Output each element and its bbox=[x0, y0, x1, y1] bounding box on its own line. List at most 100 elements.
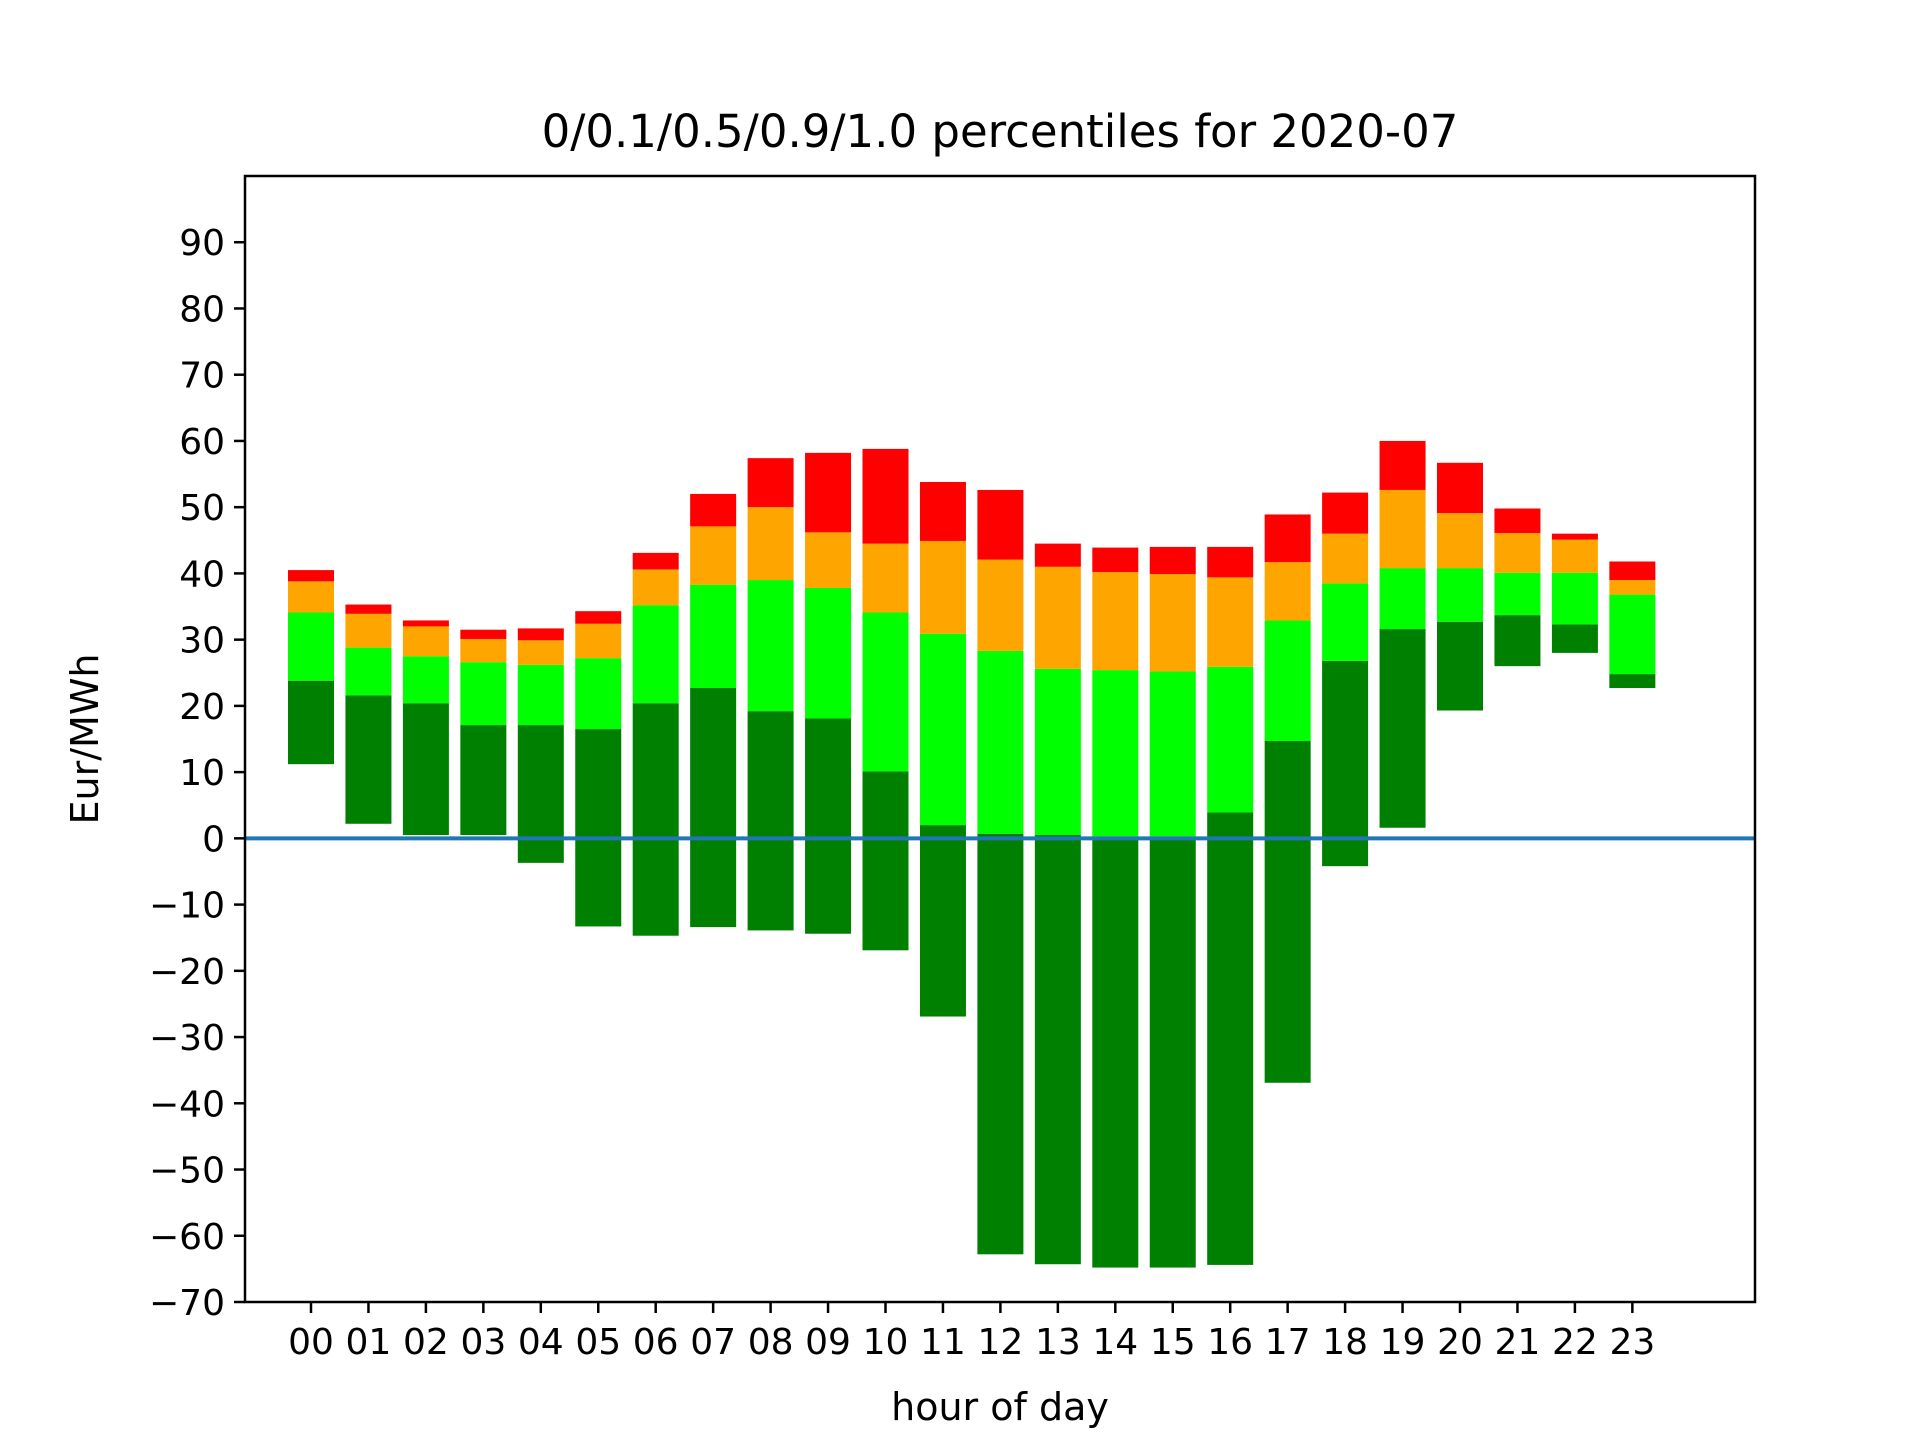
bar-segment-22-band-2 bbox=[1551, 539, 1598, 573]
y-tick-label: −30 bbox=[149, 1018, 225, 1059]
y-tick-label: −10 bbox=[149, 886, 225, 927]
y-tick-label: −60 bbox=[149, 1217, 225, 1258]
bar-segment-16-band-2 bbox=[1207, 577, 1254, 667]
bar-segment-03-band-2 bbox=[460, 638, 507, 663]
bar-segment-12-band-3 bbox=[977, 489, 1024, 560]
x-tick-label: 15 bbox=[1150, 1322, 1196, 1363]
bar-segment-12-band-2 bbox=[977, 559, 1024, 651]
bar-segment-02-band-3 bbox=[402, 620, 449, 627]
y-tick-label: 90 bbox=[179, 223, 225, 264]
x-tick-label: 02 bbox=[403, 1322, 449, 1363]
bar-segment-20-band-0 bbox=[1437, 621, 1483, 711]
bar-segment-03-band-3 bbox=[460, 629, 507, 639]
bar-segment-23-band-0 bbox=[1609, 674, 1656, 688]
y-tick-label: 30 bbox=[179, 621, 225, 662]
bar-segment-17-band-2 bbox=[1264, 562, 1311, 621]
y-tick-label: −70 bbox=[149, 1283, 225, 1324]
bar-segment-03-band-1 bbox=[460, 662, 507, 726]
x-tick-label: 23 bbox=[1609, 1322, 1655, 1363]
x-tick-label: 11 bbox=[920, 1322, 966, 1363]
y-axis: −70 −60 −50 −40 −30 −20 −10 0 10 20 30 40 50 60 70 80 90 bbox=[149, 223, 245, 1324]
bar-segment-17-band-1 bbox=[1264, 620, 1311, 741]
bar-segment-21-band-2 bbox=[1494, 533, 1541, 573]
bar-segment-23-band-2 bbox=[1609, 580, 1656, 595]
bar-segment-08-band-2 bbox=[747, 507, 794, 581]
bar-segment-20-band-1 bbox=[1437, 568, 1483, 622]
bar-segment-14-band-1 bbox=[1092, 670, 1139, 837]
x-tick-label: 14 bbox=[1092, 1322, 1138, 1363]
bar-segment-22-band-3 bbox=[1551, 533, 1598, 540]
bar-segment-23-band-3 bbox=[1609, 561, 1656, 581]
bar-segment-08-band-3 bbox=[747, 458, 794, 508]
x-tick-label: 07 bbox=[690, 1322, 736, 1363]
bar-segment-09-band-1 bbox=[805, 587, 852, 719]
x-tick-label: 04 bbox=[518, 1322, 564, 1363]
bar-segment-13-band-0 bbox=[1034, 835, 1081, 1265]
bar-segment-10-band-3 bbox=[862, 448, 909, 544]
bar-segment-02-band-1 bbox=[402, 656, 449, 704]
x-tick-label: 21 bbox=[1495, 1322, 1541, 1363]
bar-segment-18-band-1 bbox=[1322, 583, 1369, 661]
bar-segment-01-band-3 bbox=[345, 604, 392, 614]
bar-segment-13-band-3 bbox=[1034, 543, 1081, 567]
bar-segment-11-band-1 bbox=[919, 633, 966, 826]
y-tick-label: 40 bbox=[179, 554, 225, 595]
bar-segment-14-band-2 bbox=[1092, 572, 1139, 671]
bar-segment-23-band-1 bbox=[1609, 594, 1656, 675]
bar-segment-06-band-0 bbox=[632, 703, 679, 936]
bar-segment-09-band-0 bbox=[805, 718, 852, 934]
bar-segment-14-band-0 bbox=[1092, 836, 1139, 1268]
bar-segment-12-band-0 bbox=[977, 833, 1024, 1255]
y-tick-label: −40 bbox=[149, 1084, 225, 1125]
bar-segment-17-band-0 bbox=[1264, 740, 1311, 1083]
bar-segment-02-band-2 bbox=[402, 626, 449, 657]
x-axis-label: hour of day bbox=[891, 1385, 1109, 1429]
bar-segment-19-band-2 bbox=[1379, 489, 1426, 569]
y-tick-label: −20 bbox=[149, 952, 225, 993]
x-tick-label: 00 bbox=[288, 1322, 334, 1363]
bar-segment-07-band-3 bbox=[690, 493, 737, 527]
x-tick-label: 06 bbox=[633, 1322, 679, 1363]
bar-segment-08-band-1 bbox=[747, 580, 794, 712]
bar-segment-14-band-3 bbox=[1092, 547, 1139, 573]
bar-segment-05-band-1 bbox=[575, 658, 622, 730]
bar-segment-07-band-2 bbox=[690, 526, 737, 585]
bar-segment-22-band-0 bbox=[1551, 624, 1598, 653]
bar-segment-18-band-0 bbox=[1322, 660, 1369, 867]
bar-segment-16-band-0 bbox=[1207, 812, 1254, 1265]
bar-segment-13-band-2 bbox=[1034, 566, 1081, 669]
x-tick-label: 17 bbox=[1265, 1322, 1311, 1363]
y-tick-label: 0 bbox=[202, 819, 225, 860]
bar-segment-17-band-3 bbox=[1264, 514, 1311, 563]
bar-segment-19-band-1 bbox=[1379, 568, 1426, 630]
bar-segment-11-band-3 bbox=[919, 482, 966, 541]
bar-segment-00-band-1 bbox=[288, 612, 334, 681]
bar-segment-06-band-3 bbox=[632, 552, 679, 570]
bar-segment-07-band-1 bbox=[690, 584, 737, 688]
bar-segment-19-band-0 bbox=[1379, 629, 1426, 828]
bar-segment-22-band-1 bbox=[1551, 572, 1598, 625]
bar-segment-00-band-3 bbox=[288, 570, 334, 582]
bar-segment-09-band-2 bbox=[805, 532, 852, 588]
x-tick-label: 20 bbox=[1437, 1322, 1483, 1363]
y-tick-label: 20 bbox=[179, 687, 225, 728]
bar-segment-10-band-1 bbox=[862, 612, 909, 772]
y-tick-label: 80 bbox=[179, 289, 225, 330]
bar-segment-02-band-0 bbox=[402, 703, 449, 836]
x-tick-label: 01 bbox=[346, 1322, 392, 1363]
bar-segment-21-band-1 bbox=[1494, 572, 1541, 616]
x-tick-label: 22 bbox=[1552, 1322, 1598, 1363]
bar-segment-13-band-1 bbox=[1034, 668, 1081, 836]
bar-segment-03-band-0 bbox=[460, 725, 507, 836]
y-axis-label: Eur/MWh bbox=[63, 654, 107, 825]
x-tick-label: 08 bbox=[748, 1322, 794, 1363]
bar-segment-21-band-0 bbox=[1494, 615, 1541, 667]
bar-segment-04-band-0 bbox=[517, 725, 564, 863]
bar-segment-00-band-2 bbox=[288, 581, 334, 613]
x-tick-label: 05 bbox=[575, 1322, 621, 1363]
bar-segment-16-band-1 bbox=[1207, 666, 1254, 813]
x-tick-label: 12 bbox=[977, 1322, 1023, 1363]
bar-segment-12-band-1 bbox=[977, 650, 1024, 834]
y-tick-label: 10 bbox=[179, 753, 225, 794]
